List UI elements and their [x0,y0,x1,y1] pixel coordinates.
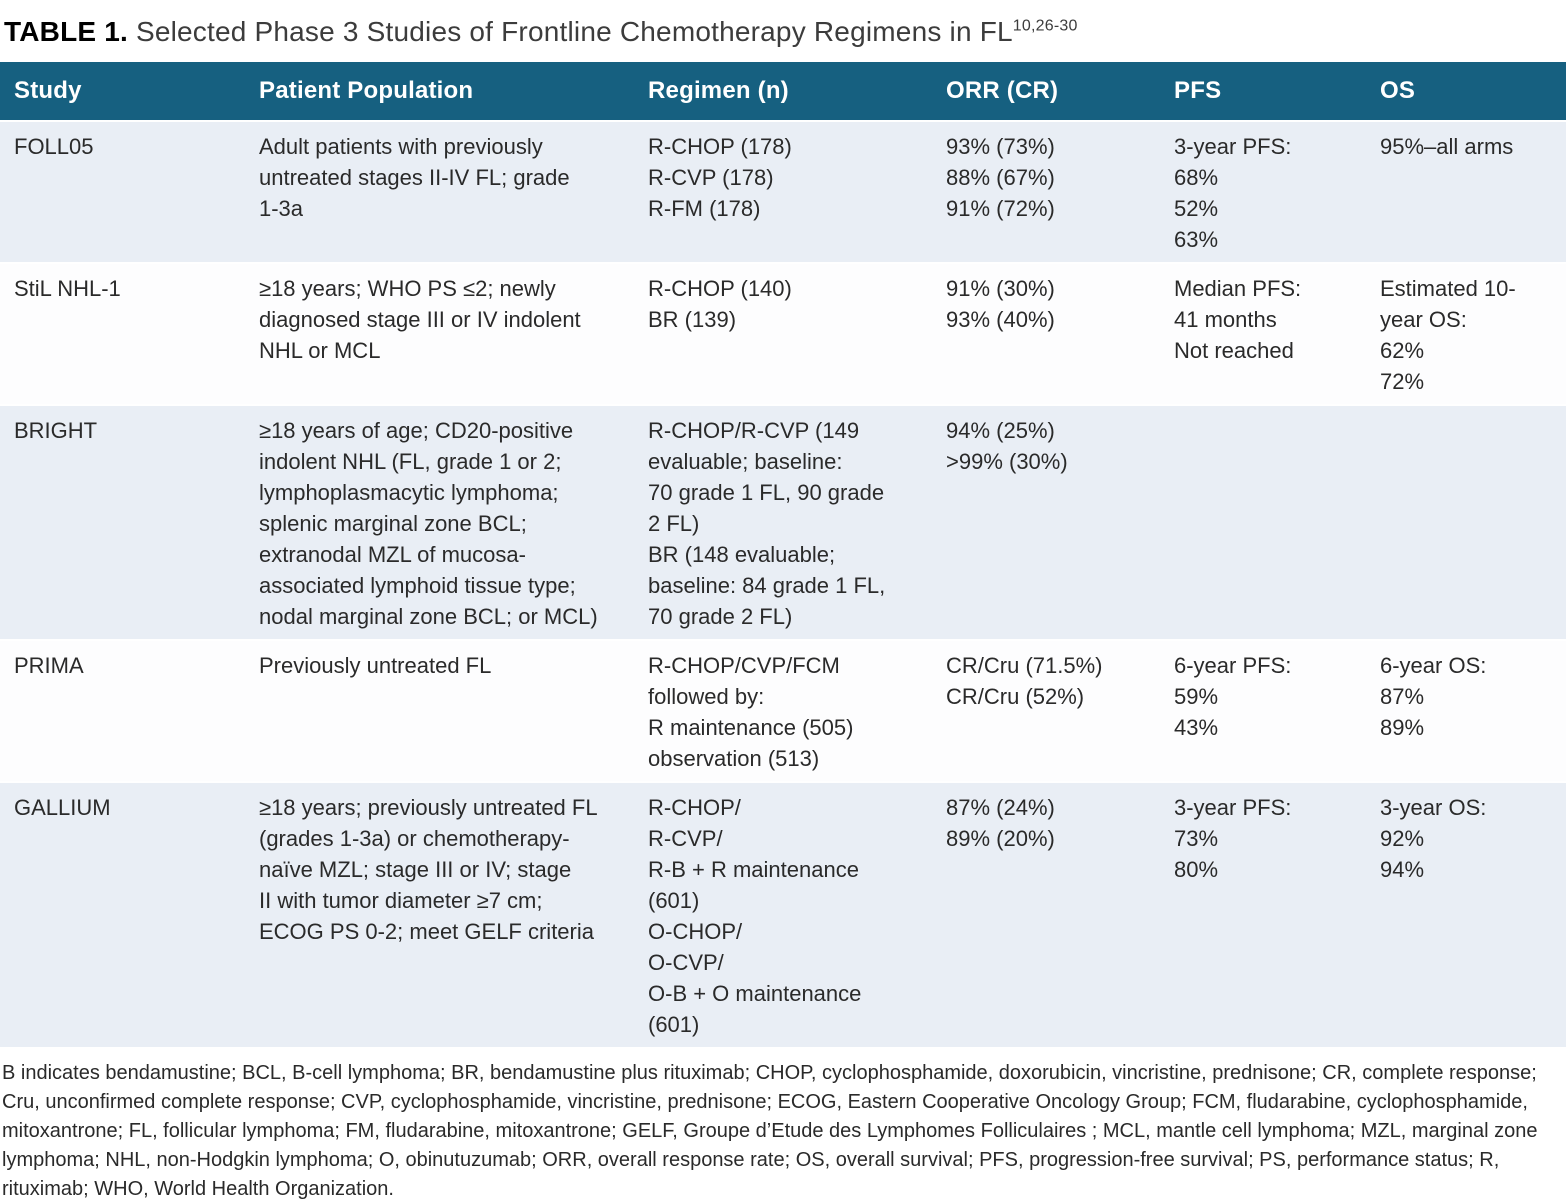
cell-os: 3-year OS: 92% 94% [1366,783,1566,1049]
cell-regimen: R-CHOP (178) R-CVP (178) R-FM (178) [634,122,932,264]
cell-pfs: 3-year PFS: 73% 80% [1160,783,1366,1049]
cell-population: Previously untreated FL [245,641,634,783]
abbreviations-footnote: B indicates bendamustine; BCL, B-cell ly… [2,1062,1538,1200]
title-citation-superscript: 10,26-30 [1012,17,1078,35]
cell-study: GALLIUM [0,783,245,1049]
header-row: Study Patient Population Regimen (n) ORR… [0,62,1566,122]
cell-os: Estimated 10- year OS: 62% 72% [1366,264,1566,406]
cell-study: PRIMA [0,641,245,783]
cell-study: StiL NHL-1 [0,264,245,406]
col-header-pfs: PFS [1160,62,1366,122]
cell-regimen: R-CHOP/ R-CVP/ R-B + R maintenance (601)… [634,783,932,1049]
study-row-stil-nhl-1: StiL NHL-1 ≥18 years; WHO PS ≤2; newly di… [0,264,1566,406]
cell-population: ≥18 years; previously untreated FL (grad… [245,783,634,1049]
table-number-label: TABLE 1. [4,16,128,47]
cell-orr: CR/Cru (71.5%) CR/Cru (52%) [932,641,1160,783]
cell-population: ≥18 years; WHO PS ≤2; newly diagnosed st… [245,264,634,406]
col-header-study: Study [0,62,245,122]
cell-regimen: R-CHOP/R-CVP (149 evaluable; baseline: 7… [634,406,932,641]
studies-table: Study Patient Population Regimen (n) ORR… [0,62,1566,1049]
study-row-foll05: FOLL05 Adult patients with previously unt… [0,122,1566,264]
cell-os: 95%–all arms [1366,122,1566,264]
col-header-patient-population: Patient Population [245,62,634,122]
cell-pfs: 3-year PFS: 68% 52% 63% [1160,122,1366,264]
study-row-bright: BRIGHT ≥18 years of age; CD20-positive in… [0,406,1566,641]
table-title-text: Selected Phase 3 Studies of Frontline Ch… [127,16,1013,47]
col-header-regimen: Regimen (n) [634,62,932,122]
cell-regimen: R-CHOP/CVP/FCM followed by: R maintenanc… [634,641,932,783]
cell-study: BRIGHT [0,406,245,641]
study-row-prima: PRIMA Previously untreated FL R-CHOP/CVP/F… [0,641,1566,783]
cell-orr: 91% (30%) 93% (40%) [932,264,1160,406]
col-header-os: OS [1366,62,1566,122]
cell-pfs: 6-year PFS: 59% 43% [1160,641,1366,783]
cell-os [1366,406,1566,641]
cell-os: 6-year OS: 87% 89% [1366,641,1566,783]
cell-orr: 94% (25%) >99% (30%) [932,406,1160,641]
cell-orr: 93% (73%) 88% (67%) 91% (72%) [932,122,1160,264]
table-title: TABLE 1. Selected Phase 3 Studies of Fro… [0,0,1566,62]
cell-study: FOLL05 [0,122,245,264]
table-header: Study Patient Population Regimen (n) ORR… [0,62,1566,122]
cell-pfs: Median PFS: 41 months Not reached [1160,264,1366,406]
cell-pfs [1160,406,1366,641]
study-row-gallium: GALLIUM ≥18 years; previously untreated F… [0,783,1566,1049]
cell-population: ≥18 years of age; CD20-positive indolent… [245,406,634,641]
cell-regimen: R-CHOP (140) BR (139) [634,264,932,406]
cell-population: Adult patients with previously untreated… [245,122,634,264]
table-body: FOLL05 Adult patients with previously unt… [0,122,1566,1049]
cell-orr: 87% (24%) 89% (20%) [932,783,1160,1049]
col-header-orr-cr: ORR (CR) [932,62,1160,122]
